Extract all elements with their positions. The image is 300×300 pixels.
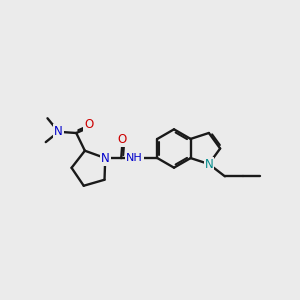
Text: N: N <box>205 158 213 170</box>
Text: O: O <box>118 133 127 146</box>
Text: N: N <box>54 125 63 138</box>
Text: O: O <box>84 118 94 131</box>
Text: N: N <box>101 152 110 165</box>
Text: NH: NH <box>126 153 143 163</box>
